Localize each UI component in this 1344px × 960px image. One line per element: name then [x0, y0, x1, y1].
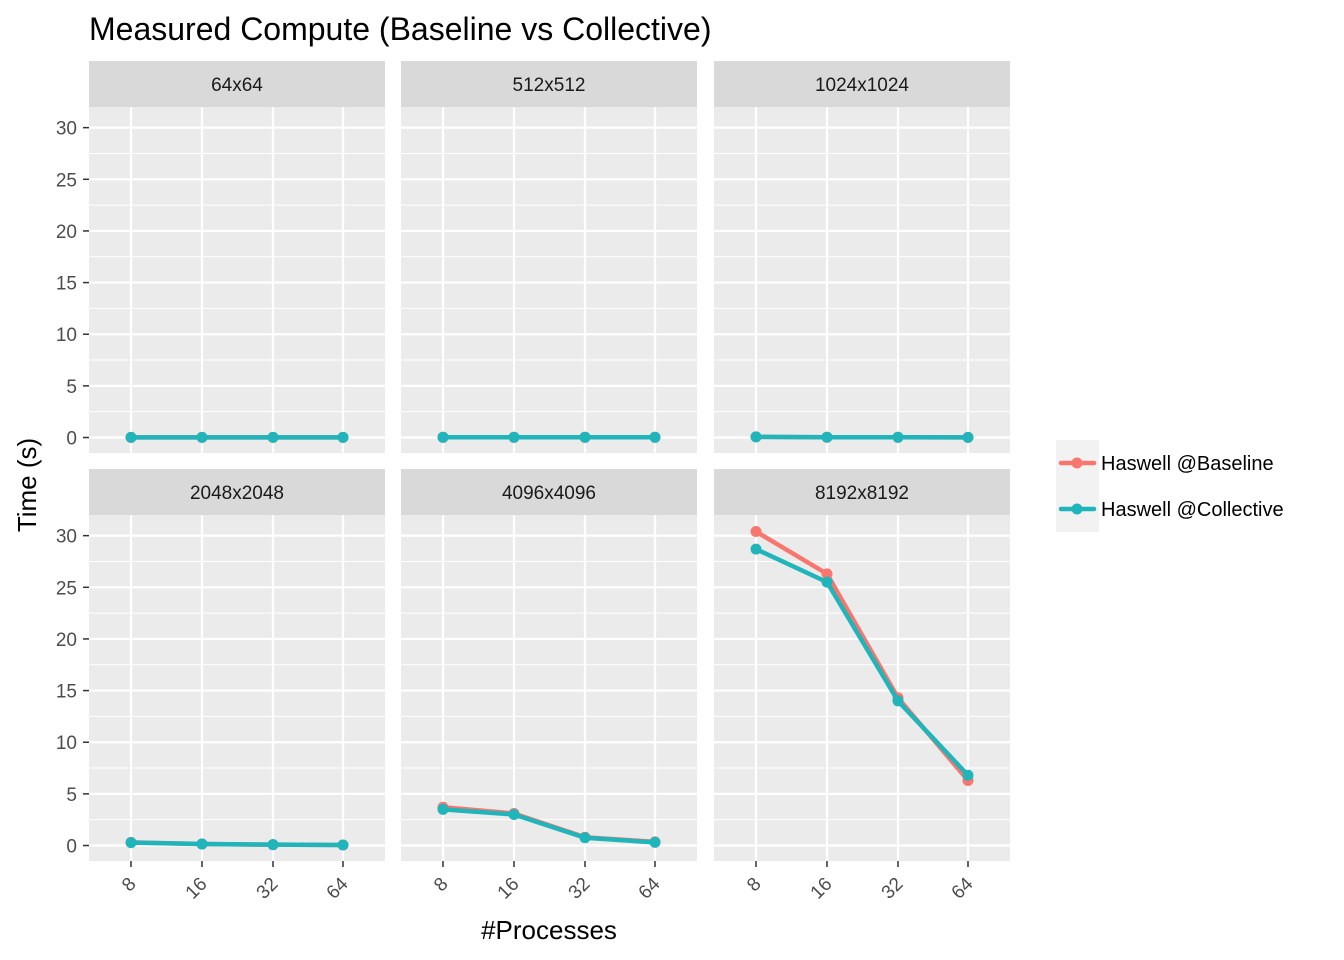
y-tick-label: 30 — [56, 119, 77, 140]
x-axis-label: #Processes — [481, 915, 617, 945]
data-point — [508, 431, 520, 443]
y-tick-label: 15 — [56, 682, 77, 703]
y-tick-label: 10 — [56, 733, 77, 754]
series-line — [128, 840, 346, 848]
facet-strip-label: 2048x2048 — [190, 483, 284, 504]
facet-panels: 64x64 0 5 10 15 20 25 30 512x512 1024x1024 2048x20… — [56, 61, 1010, 903]
x-tick-label: 32 — [565, 874, 595, 904]
x-tick-label: 8 — [430, 874, 452, 896]
data-point — [962, 769, 974, 781]
x-tick-label: 8 — [118, 874, 140, 896]
facet-panel-512x512: 512x512 — [401, 61, 697, 453]
facet-panel-64x64: 64x64 0 5 10 15 20 25 30 — [56, 61, 385, 453]
data-point — [892, 695, 904, 707]
facet-panel-4096x4096: 4096x4096 8 16 32 64 — [401, 469, 697, 903]
data-point — [821, 568, 833, 580]
facet-strip — [89, 61, 385, 107]
data-point — [125, 431, 137, 443]
data-point — [196, 431, 208, 443]
y-tick-label: 25 — [56, 170, 77, 191]
data-point — [196, 838, 208, 850]
legend: Haswell @Baseline Haswell @Collective — [1056, 440, 1284, 532]
data-point — [821, 431, 833, 443]
panel-background — [401, 107, 697, 453]
facet-strip-label: 512x512 — [513, 75, 586, 96]
data-point — [750, 543, 762, 555]
data-point — [267, 839, 279, 851]
y-tick-label: 15 — [56, 274, 77, 295]
data-point — [437, 431, 449, 443]
y-tick-label: 0 — [66, 429, 77, 450]
y-tick-label: 30 — [56, 527, 77, 548]
legend-key-point — [1071, 457, 1083, 469]
facet-panel-1024x1024: 1024x1024 — [714, 61, 1010, 453]
data-point — [437, 803, 449, 815]
facet-strip — [401, 469, 697, 515]
facet-strip — [89, 469, 385, 515]
chart-title: Measured Compute (Baseline vs Collective… — [89, 11, 711, 47]
panel-background — [401, 515, 697, 861]
y-tick-label: 5 — [66, 377, 77, 398]
data-point — [649, 836, 661, 848]
data-point — [579, 431, 591, 443]
y-tick-label: 10 — [56, 325, 77, 346]
x-tick-label: 64 — [635, 873, 665, 903]
data-point — [337, 431, 349, 443]
data-point — [750, 526, 762, 538]
facet-strip-label: 64x64 — [211, 75, 263, 96]
facet-strip — [401, 61, 697, 107]
panel-background — [89, 107, 385, 453]
series-line — [753, 434, 971, 440]
data-point — [267, 431, 279, 443]
x-tick-label: 16 — [807, 874, 837, 904]
data-point — [821, 576, 833, 588]
data-point — [579, 832, 591, 844]
legend-key-point — [1071, 503, 1083, 515]
data-point — [508, 809, 520, 821]
series-line — [440, 807, 658, 845]
series-line — [753, 546, 971, 778]
y-tick-label: 5 — [66, 785, 77, 806]
facet-strip-label: 1024x1024 — [815, 75, 909, 96]
data-point — [892, 431, 904, 443]
panel-background — [714, 107, 1010, 453]
data-point — [962, 431, 974, 443]
facet-strip-label: 4096x4096 — [502, 483, 596, 504]
data-point — [649, 431, 661, 443]
facet-strip — [714, 469, 1010, 515]
panel-background — [89, 515, 385, 861]
x-tick-label: 64 — [323, 873, 353, 903]
y-tick-label: 0 — [66, 837, 77, 858]
x-tick-label: 64 — [948, 873, 978, 903]
y-tick-label: 25 — [56, 578, 77, 599]
data-point — [125, 837, 137, 849]
facet-panel-2048x2048: 2048x2048 0 5 10 15 20 25 30 8 16 32 64 — [56, 469, 385, 903]
legend-label: Haswell @Collective — [1101, 499, 1284, 521]
data-point — [337, 839, 349, 851]
data-point — [750, 431, 762, 443]
facet-strip — [714, 61, 1010, 107]
x-tick-label: 16 — [494, 874, 524, 904]
y-tick-label: 20 — [56, 222, 77, 243]
facet-panel-8192x8192: 8192x8192 8 16 32 64 — [714, 469, 1010, 903]
x-tick-label: 16 — [182, 874, 212, 904]
x-tick-label: 8 — [743, 874, 765, 896]
y-tick-label: 20 — [56, 630, 77, 651]
y-axis-label: Time (s) — [12, 438, 42, 532]
legend-label: Haswell @Baseline — [1101, 453, 1274, 475]
x-tick-label: 32 — [253, 874, 283, 904]
facet-strip-label: 8192x8192 — [815, 483, 909, 504]
x-tick-label: 32 — [878, 874, 908, 904]
panel-background — [714, 515, 1010, 861]
